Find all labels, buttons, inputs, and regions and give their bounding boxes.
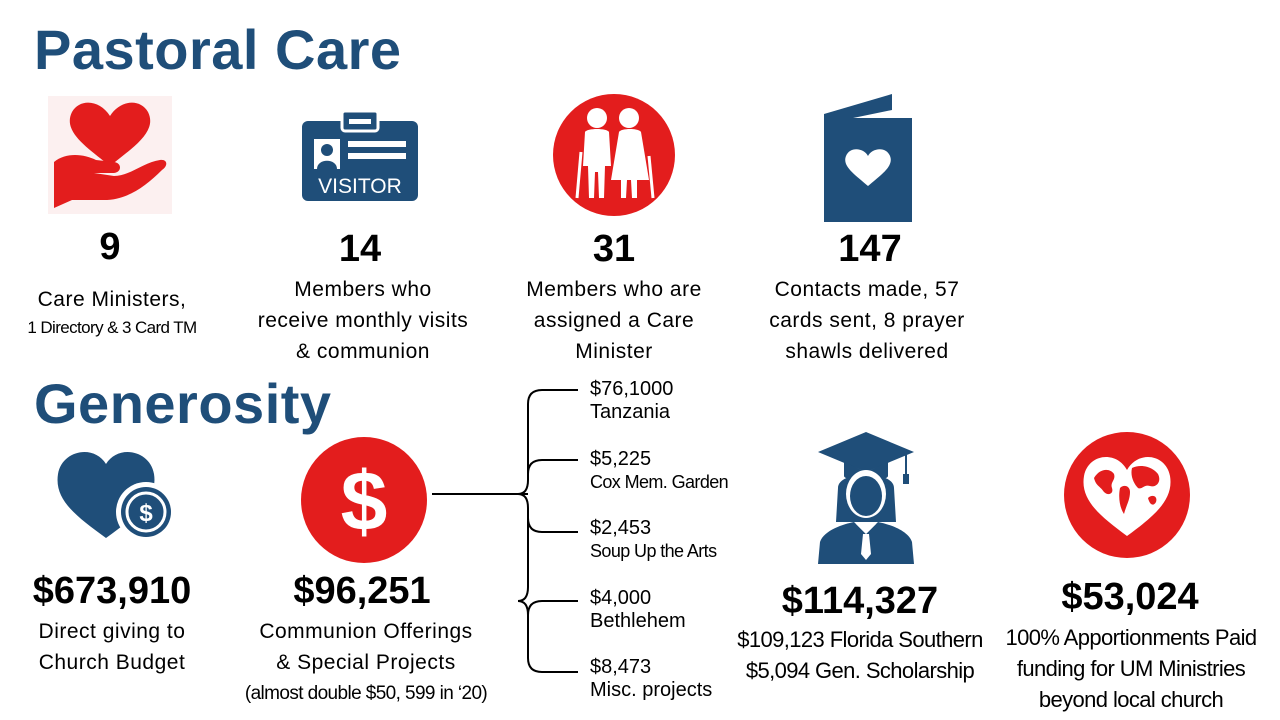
scholarship-amount: $114,327 (781, 580, 939, 622)
visits-number: 14 (338, 228, 382, 270)
branch-label: Misc. projects (590, 679, 713, 701)
globe-heart-icon (1064, 432, 1190, 558)
care-assigned-desc: Members who are assigned a Care Minister (494, 274, 734, 367)
branch-label: Cox Mem. Garden (590, 472, 729, 492)
heart-dollar-icon: $ (57, 451, 174, 542)
care-assigned-number: 31 (592, 228, 636, 270)
apportion-line1: 100% Apportionments Paid (1005, 625, 1258, 650)
care-ministers-number: 9 (99, 226, 121, 268)
branch-item: $76,1000 Tanzania (590, 378, 790, 424)
direct-giving-amount: $673,910 (32, 570, 192, 612)
care-assigned-line1: Members who are (526, 278, 702, 301)
direct-giving-line2: Church Budget (38, 651, 186, 674)
branch-label: Soup Up the Arts (590, 541, 717, 561)
communion-amount: $96,251 (293, 570, 431, 612)
branch-item: $8,473 Misc. projects (590, 656, 790, 702)
svg-text:VISITOR: VISITOR (318, 175, 402, 198)
graduate-icon (818, 432, 914, 564)
visits-line3: & communion (296, 340, 430, 363)
care-ministers-line2: 1 Directory & 3 Card TM (27, 318, 197, 337)
branch-amount: $76,1000 (590, 378, 674, 400)
direct-giving-line1: Direct giving to (38, 620, 186, 643)
communion-line2: & Special Projects (276, 651, 456, 674)
communion-line3: (almost double $50, 599 in ‘20) (244, 683, 488, 704)
elderly-couple-icon (553, 94, 675, 216)
branch-label: Bethlehem (590, 610, 686, 632)
branch-amount: $8,473 (590, 656, 652, 678)
heart-card-icon (824, 94, 912, 222)
apportion-amount: $53,024 (1061, 576, 1199, 618)
contacts-number: 147 (838, 228, 902, 270)
contacts-line3: shawls delivered (785, 340, 949, 363)
care-assigned-line3: Minister (575, 340, 653, 363)
svg-text:$: $ (139, 500, 153, 527)
contacts-desc: Contacts made, 57 cards sent, 8 prayer s… (742, 274, 992, 367)
scholarship-line1: $109,123 Florida Southern (737, 627, 983, 652)
branch-label: Tanzania (590, 401, 671, 423)
heart-hand-icon (48, 96, 172, 214)
visits-line1: Members who (294, 278, 432, 301)
branch-amount: $2,453 (590, 517, 652, 539)
branch-item: $2,453 Soup Up the Arts (590, 517, 790, 563)
contacts-line1: Contacts made, 57 (774, 278, 960, 301)
generosity-title: Generosity (34, 372, 332, 435)
branch-connector (432, 389, 578, 673)
apportion-line3: beyond local church (1038, 687, 1224, 712)
visits-line2: receive monthly visits (257, 309, 469, 332)
pastoral-care-title: Pastoral Care (34, 18, 402, 81)
care-assigned-line2: assigned a Care (533, 309, 695, 332)
communion-line1: Communion Offerings (259, 620, 473, 643)
apportion-line2: funding for UM Ministries (1016, 656, 1246, 681)
branch-item: $5,225 Cox Mem. Garden (590, 448, 790, 494)
care-ministers-desc: Care Ministers, 1 Directory & 3 Card TM (2, 284, 222, 341)
dollar-circle-icon: $ (301, 437, 427, 563)
svg-text:$: $ (341, 454, 388, 548)
scholarship-line2: $5,094 Gen. Scholarship (745, 658, 975, 683)
branch-item: $4,000 Bethlehem (590, 587, 790, 633)
care-ministers-line1: Care Ministers, (37, 288, 187, 311)
visitor-badge-icon: VISITOR (302, 111, 418, 201)
communion-desc: Communion Offerings & Special Projects (… (206, 616, 526, 709)
apportion-desc: 100% Apportionments Paid funding for UM … (992, 622, 1270, 715)
branch-amount: $5,225 (590, 448, 652, 470)
scholarship-desc: $109,123 Florida Southern $5,094 Gen. Sc… (722, 624, 998, 686)
direct-giving-desc: Direct giving to Church Budget (2, 616, 222, 678)
branch-amount: $4,000 (590, 587, 652, 609)
visits-desc: Members who receive monthly visits & com… (232, 274, 494, 367)
contacts-line2: cards sent, 8 prayer (769, 309, 965, 332)
